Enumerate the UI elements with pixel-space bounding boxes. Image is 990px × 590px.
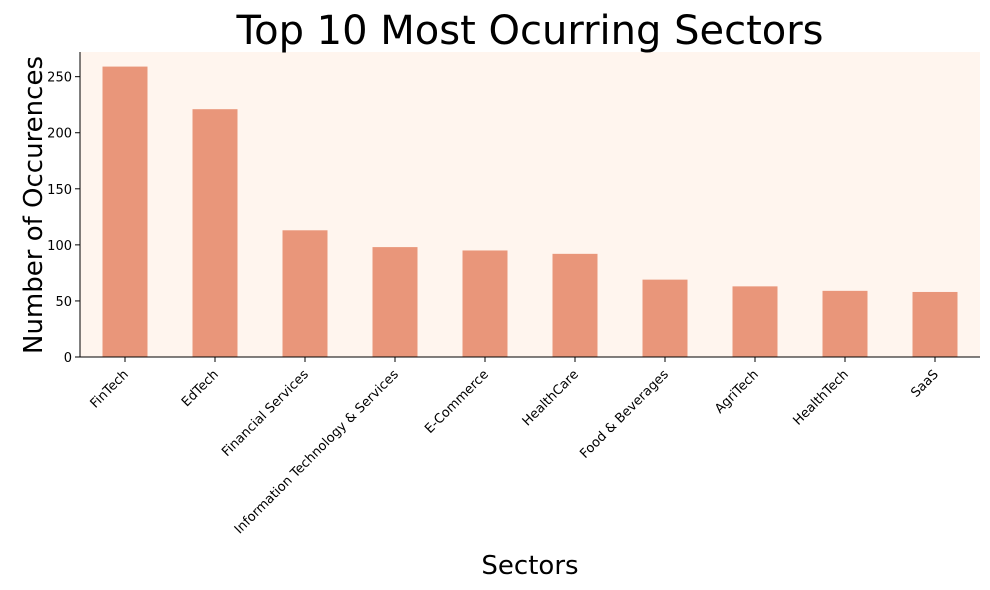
y-tick-label: 250 — [47, 71, 72, 86]
chart-title: Top 10 Most Ocurring Sectors — [235, 8, 823, 54]
y-tick-label: 200 — [47, 127, 72, 142]
x-tick-label-healthcare: HealthCare — [520, 367, 582, 429]
y-axis-label: Number of Occurences — [19, 56, 49, 354]
y-tick-label: 100 — [47, 239, 72, 254]
x-tick-label-information-technology-services: Information Technology & Services — [232, 367, 402, 537]
bar-agritech — [732, 286, 778, 357]
y-tick-label: 150 — [47, 183, 72, 198]
x-tick-label-saas: SaaS — [908, 367, 942, 401]
bar-e-commerce — [462, 250, 508, 357]
bar-fintech — [102, 66, 148, 357]
x-tick-label-financial-services: Financial Services — [219, 367, 312, 460]
bar-edtech — [192, 109, 238, 357]
bar-information-technology-services — [372, 247, 418, 357]
bar-healthcare — [552, 253, 598, 357]
x-tick-label-edtech: EdTech — [179, 367, 222, 410]
y-tick-label: 0 — [64, 351, 72, 366]
bars-group — [102, 66, 958, 357]
y-axis-ticks: 0 50 100 150 200 250 — [47, 71, 80, 366]
bar-food-beverages — [642, 279, 688, 357]
bar-healthtech — [822, 290, 868, 357]
x-tick-label-agritech: AgriTech — [712, 367, 762, 417]
x-tick-label-food-beverages: Food & Beverages — [577, 367, 672, 462]
x-tick-label-fintech: FinTech — [88, 367, 132, 411]
x-axis-label: Sectors — [481, 551, 578, 581]
bar-financial-services — [282, 230, 328, 357]
x-tick-label-e-commerce: E-Commerce — [422, 367, 492, 437]
x-tick-label-healthtech: HealthTech — [790, 367, 851, 428]
y-tick-label: 50 — [55, 295, 72, 310]
bar-saas — [912, 291, 958, 357]
